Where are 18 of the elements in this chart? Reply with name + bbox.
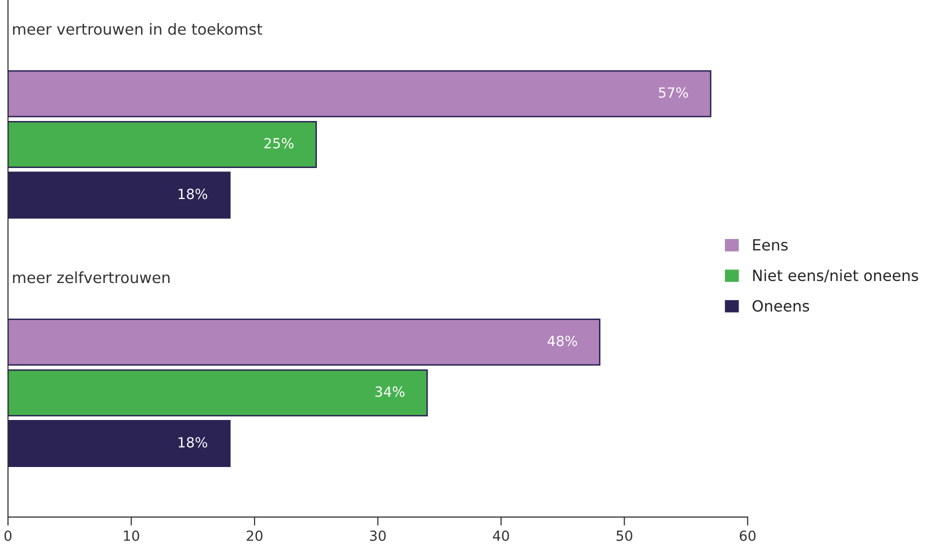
data-label: 48% bbox=[548, 336, 578, 346]
x-tick-label: 20 bbox=[246, 530, 262, 541]
legend-label: Oneens bbox=[752, 300, 810, 312]
data-label: 18% bbox=[178, 437, 208, 448]
legend-label: Eens bbox=[753, 239, 788, 251]
legend-label: Niet eens/niet oneens bbox=[753, 269, 918, 282]
x-tick-label: 50 bbox=[616, 530, 632, 541]
y-tick-label: meer vertrouwen in de toekomst bbox=[13, 23, 262, 35]
x-tick-label: 30 bbox=[370, 530, 386, 541]
data-label: 57% bbox=[658, 87, 688, 98]
x-tick-label: 0 bbox=[4, 530, 12, 541]
x-tick-label: 60 bbox=[740, 530, 756, 541]
x-tick-label: 40 bbox=[492, 530, 509, 541]
y-tick-label: meer zelfvertrouwen bbox=[13, 271, 170, 284]
data-label: 18% bbox=[178, 188, 208, 200]
data-label: 34% bbox=[375, 386, 404, 397]
x-tick-label: 10 bbox=[124, 530, 140, 541]
data-label: 25% bbox=[264, 138, 294, 148]
